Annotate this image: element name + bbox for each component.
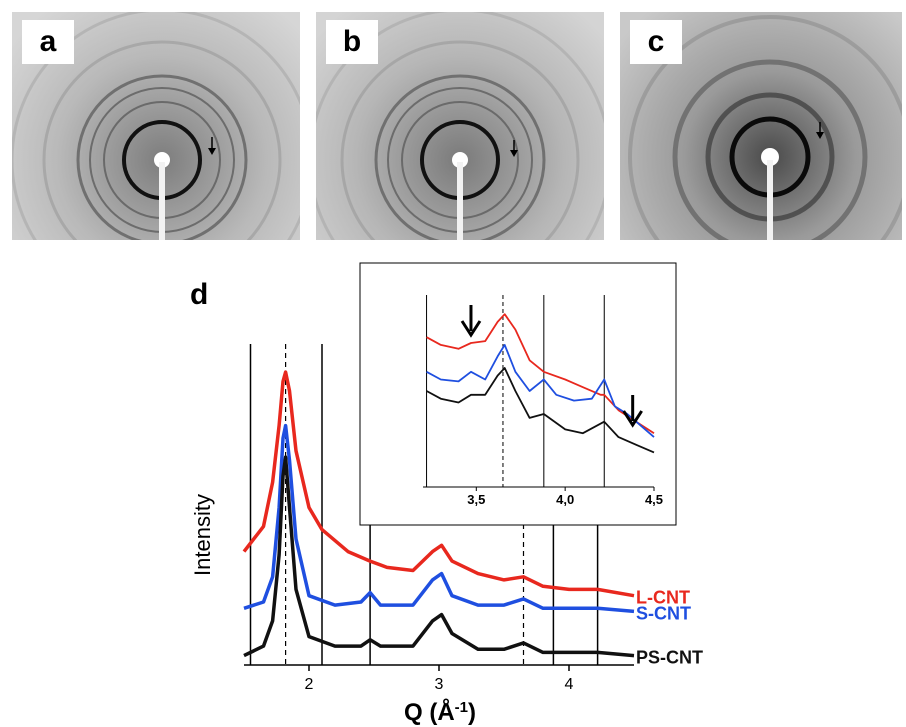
down-arrow-icon-head (460, 320, 482, 338)
inset-x-tick-label: 4,0 (556, 492, 574, 507)
series-line (243, 423, 635, 614)
inset-series-line (426, 344, 655, 438)
series-label: PS-CNT (636, 648, 703, 668)
series-label: S-CNT (636, 603, 691, 623)
y-axis-label: Intensity (190, 494, 215, 576)
x-tick-label: 4 (565, 676, 574, 693)
series-line (243, 455, 635, 658)
inset-x-tick-label: 4,5 (645, 492, 663, 507)
series-line (242, 370, 635, 598)
x-axis-label-superscript: -1 (455, 699, 468, 716)
inset-series-line (426, 367, 655, 454)
diffraction-panel-a: a (12, 12, 300, 240)
diffraction-panel-c: c (620, 12, 902, 240)
down-arrow-icon-head (622, 410, 643, 428)
panel-label-a: a (22, 20, 74, 64)
x-axis-label-close: ) (468, 699, 476, 726)
x-tick-label: 3 (435, 676, 444, 693)
diffraction-panel-b: b (316, 12, 604, 240)
inset-x-tick-label: 3,5 (467, 492, 485, 507)
panel-label-b: b (326, 20, 378, 64)
inset-plot: 3,5 4,0 4,5 (359, 262, 677, 526)
x-axis-label: Q (Å-1) (404, 698, 476, 726)
panel-label-d: d (190, 278, 209, 311)
series-label: L-CNT (636, 588, 690, 608)
panel-label-c: c (630, 20, 682, 64)
x-tick-label: 2 (305, 676, 314, 693)
inset-series-line (426, 313, 655, 434)
